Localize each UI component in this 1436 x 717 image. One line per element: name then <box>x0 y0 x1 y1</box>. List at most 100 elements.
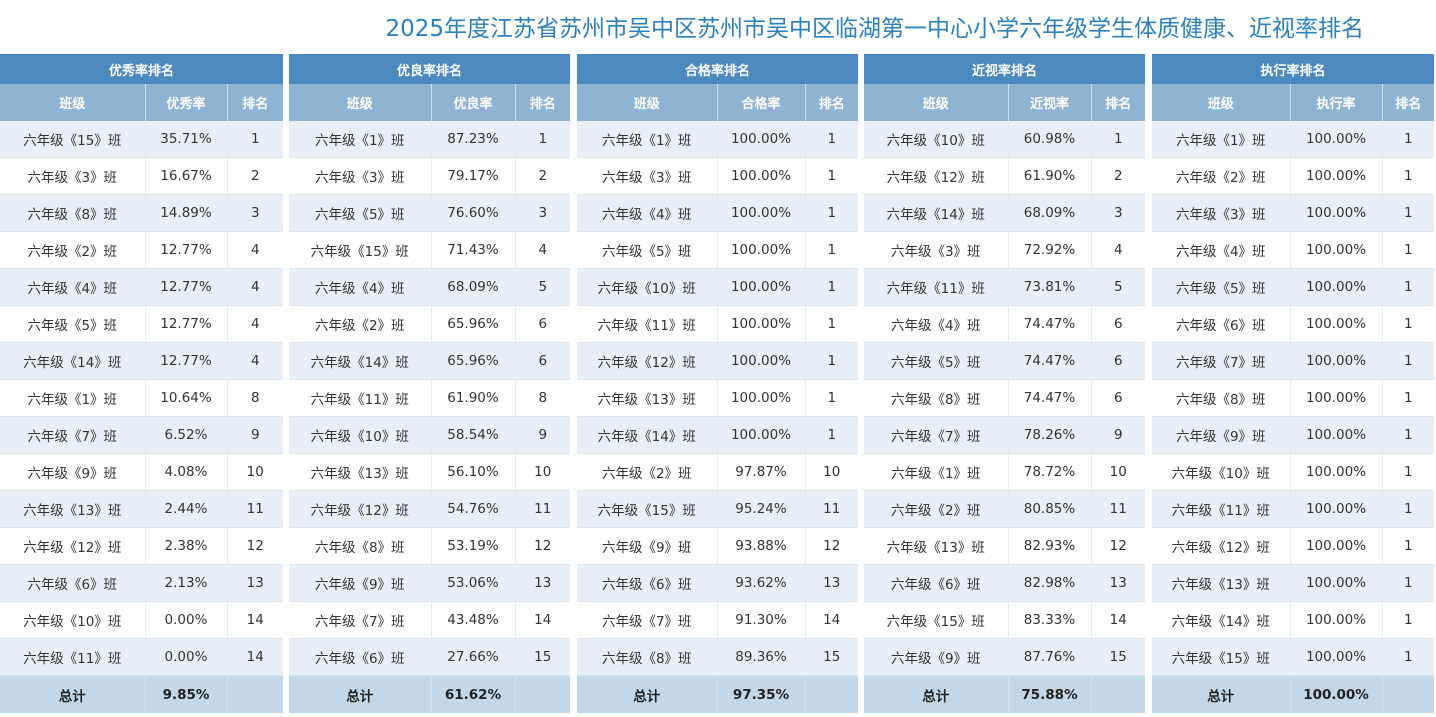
column-header-rate: 合格率 <box>717 84 806 121</box>
table-row: 六年级《13》班 56.10% 10 <box>289 453 570 491</box>
total-rate: 75.88% <box>1008 675 1092 713</box>
class-cell: 六年级《6》班 <box>0 564 146 602</box>
column-header-class: 班级 <box>1152 84 1291 121</box>
column-header-rank: 排名 <box>1382 84 1434 121</box>
excellent-rate-panel: 优秀率排名 班级 优秀率 排名 六年级《15》班 35.71% 1 六年级《3》班 16… <box>0 54 283 714</box>
rate-cell: 100.00% <box>1290 157 1383 195</box>
table-row: 六年级《3》班 79.17% 2 <box>289 157 570 195</box>
class-cell: 六年级《4》班 <box>289 268 432 306</box>
rate-cell: 100.00% <box>717 121 806 158</box>
rate-cell: 100.00% <box>717 342 806 380</box>
rank-cell: 12 <box>1091 527 1145 565</box>
table-row: 六年级《8》班 89.36% 15 <box>577 638 858 676</box>
rate-cell: 100.00% <box>1290 268 1383 306</box>
rate-cell: 12.77% <box>145 305 228 343</box>
class-cell: 六年级《10》班 <box>864 121 1009 158</box>
column-header-rate: 近视率 <box>1008 84 1092 121</box>
rank-cell: 5 <box>1091 268 1145 306</box>
rank-cell: 11 <box>1091 490 1145 528</box>
class-cell: 六年级《14》班 <box>864 194 1009 232</box>
rate-cell: 0.00% <box>145 601 228 639</box>
good-rate-table: 优良率排名 班级 优良率 排名 六年级《1》班 87.23% 1 六年级《3》班 79.… <box>289 54 570 713</box>
pass-rate-panel: 合格率排名 班级 合格率 排名 六年级《1》班 100.00% 1 六年级《3》班 10… <box>577 54 858 714</box>
class-cell: 六年级《7》班 <box>289 601 432 639</box>
class-cell: 六年级《6》班 <box>289 638 432 676</box>
class-cell: 六年级《11》班 <box>1152 490 1291 528</box>
rank-cell: 10 <box>515 453 570 491</box>
table-row: 六年级《2》班 12.77% 4 <box>0 231 283 269</box>
rate-cell: 100.00% <box>1290 342 1383 380</box>
class-cell: 六年级《6》班 <box>1152 305 1291 343</box>
table-row: 六年级《10》班 58.54% 9 <box>289 416 570 454</box>
class-cell: 六年级《3》班 <box>289 157 432 195</box>
class-cell: 六年级《8》班 <box>1152 379 1291 417</box>
rate-cell: 83.33% <box>1008 601 1092 639</box>
rate-cell: 4.08% <box>145 453 228 491</box>
rank-cell: 14 <box>227 638 283 676</box>
rank-cell: 1 <box>1382 194 1434 232</box>
rank-cell: 11 <box>515 490 570 528</box>
table-row: 六年级《5》班 74.47% 6 <box>864 342 1145 380</box>
table-row: 六年级《4》班 12.77% 4 <box>0 268 283 306</box>
table-row: 六年级《6》班 93.62% 13 <box>577 564 858 602</box>
table-row: 六年级《9》班 100.00% 1 <box>1152 416 1434 454</box>
table-row: 六年级《6》班 2.13% 13 <box>0 564 283 602</box>
rank-cell: 1 <box>1382 601 1434 639</box>
rate-cell: 100.00% <box>1290 305 1383 343</box>
table-row: 六年级《4》班 100.00% 1 <box>577 194 858 232</box>
table-row: 六年级《4》班 100.00% 1 <box>1152 231 1434 269</box>
column-header-rank: 排名 <box>1091 84 1145 121</box>
rank-cell: 13 <box>227 564 283 602</box>
table-row: 六年级《15》班 83.33% 14 <box>864 601 1145 639</box>
table-row: 六年级《15》班 35.71% 1 <box>0 121 283 158</box>
class-cell: 六年级《12》班 <box>0 527 146 565</box>
rate-cell: 35.71% <box>145 121 228 158</box>
class-cell: 六年级《8》班 <box>864 379 1009 417</box>
rank-cell: 10 <box>227 453 283 491</box>
column-header-rate: 优良率 <box>431 84 516 121</box>
rank-cell: 1 <box>1091 121 1145 158</box>
total-row: 总计 97.35% <box>577 675 858 713</box>
table-row: 六年级《3》班 16.67% 2 <box>0 157 283 195</box>
total-label: 总计 <box>0 675 146 713</box>
rate-cell: 100.00% <box>717 416 806 454</box>
rank-cell: 3 <box>1091 194 1145 232</box>
class-cell: 六年级《14》班 <box>0 342 146 380</box>
class-cell: 六年级《12》班 <box>289 490 432 528</box>
class-cell: 六年级《9》班 <box>577 527 718 565</box>
rate-cell: 71.43% <box>431 231 516 269</box>
panel-title: 优秀率排名 <box>0 54 283 84</box>
rate-cell: 68.09% <box>1008 194 1092 232</box>
table-row: 六年级《1》班 10.64% 8 <box>0 379 283 417</box>
class-cell: 六年级《11》班 <box>864 268 1009 306</box>
total-row: 总计 100.00% <box>1152 675 1434 713</box>
class-cell: 六年级《1》班 <box>1152 121 1291 158</box>
table-row: 六年级《15》班 100.00% 1 <box>1152 638 1434 676</box>
rate-cell: 6.52% <box>145 416 228 454</box>
rank-cell: 15 <box>1091 638 1145 676</box>
total-label: 总计 <box>289 675 432 713</box>
class-cell: 六年级《2》班 <box>864 490 1009 528</box>
rate-cell: 2.13% <box>145 564 228 602</box>
table-row: 六年级《6》班 27.66% 15 <box>289 638 570 676</box>
myopia-rate-table: 近视率排名 班级 近视率 排名 六年级《10》班 60.98% 1 六年级《12》班 6… <box>864 54 1145 713</box>
rate-cell: 74.47% <box>1008 379 1092 417</box>
rate-cell: 0.00% <box>145 638 228 676</box>
class-cell: 六年级《15》班 <box>1152 638 1291 676</box>
rate-cell: 16.67% <box>145 157 228 195</box>
table-row: 六年级《8》班 100.00% 1 <box>1152 379 1434 417</box>
rank-cell: 6 <box>515 342 570 380</box>
rate-cell: 61.90% <box>1008 157 1092 195</box>
rate-cell: 100.00% <box>1290 490 1383 528</box>
class-cell: 六年级《2》班 <box>289 305 432 343</box>
rate-cell: 100.00% <box>717 379 806 417</box>
table-row: 六年级《12》班 100.00% 1 <box>577 342 858 380</box>
table-row: 六年级《5》班 76.60% 3 <box>289 194 570 232</box>
table-row: 六年级《10》班 100.00% 1 <box>577 268 858 306</box>
rate-cell: 82.93% <box>1008 527 1092 565</box>
class-cell: 六年级《8》班 <box>0 194 146 232</box>
class-cell: 六年级《2》班 <box>577 453 718 491</box>
table-row: 六年级《9》班 53.06% 13 <box>289 564 570 602</box>
table-row: 六年级《2》班 100.00% 1 <box>1152 157 1434 195</box>
rank-cell: 11 <box>805 490 858 528</box>
